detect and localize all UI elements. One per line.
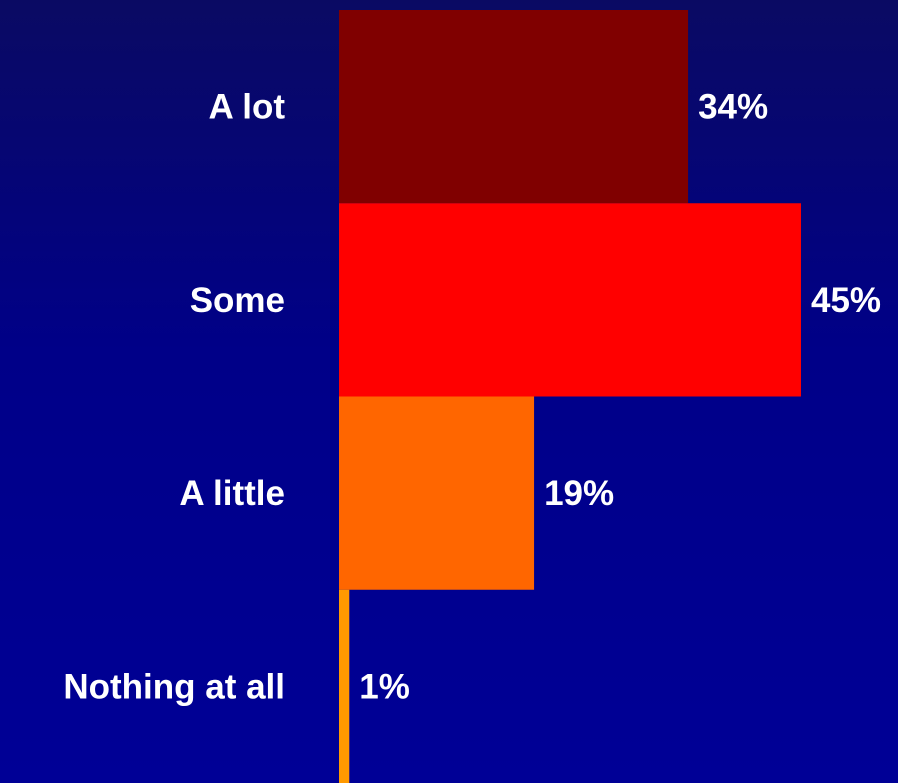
bar-a-little [339,396,535,590]
value-label-nothing-at-all: 1% [359,667,410,706]
value-label-a-little: 19% [544,474,614,513]
value-label-some: 45% [811,281,881,320]
bar-some [339,203,801,397]
value-label-a-lot: 34% [698,88,768,127]
bars-group [339,10,801,783]
category-label-a-lot: A lot [209,88,286,127]
bar-a-lot [339,10,689,204]
labels-group: A lot 34% Some 45% A little 19% Nothing at all… [63,88,881,707]
bar-nothing-at-all [339,589,350,783]
category-label-nothing-at-all: Nothing at all [63,667,285,706]
category-label-some: Some [190,281,285,320]
category-label-a-little: A little [179,474,285,513]
